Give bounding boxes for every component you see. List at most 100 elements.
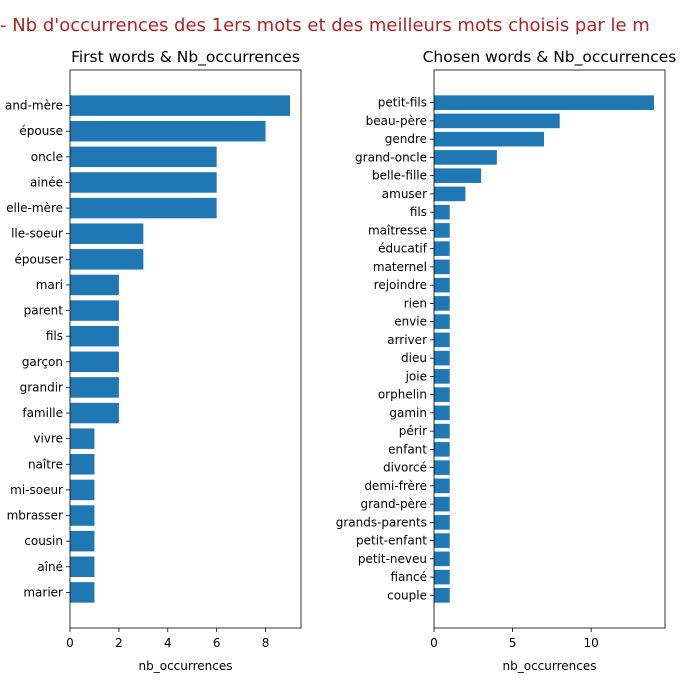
bar-15 — [70, 454, 95, 475]
y-tick-label-5: elle-mère — [6, 201, 63, 215]
bar-11 — [70, 351, 119, 373]
y-tick-label-4: ainée — [30, 175, 63, 189]
x-tick-label-3: 4 — [164, 636, 172, 650]
bar-2 — [434, 113, 560, 129]
bar-14 — [434, 332, 450, 348]
bar-3 — [70, 146, 217, 168]
bar-3 — [434, 131, 544, 147]
bar-13 — [70, 402, 119, 424]
bar-20 — [70, 582, 95, 603]
y-tick-label-18: gamin — [389, 406, 427, 420]
chart-title: First words & Nb_occurrences — [71, 48, 300, 67]
y-tick-label-3: oncle — [31, 150, 63, 164]
x-tick-label-3: 10 — [584, 636, 599, 650]
y-tick-label-25: petit-enfant — [356, 534, 427, 548]
bar-18 — [70, 530, 95, 552]
bar-21 — [434, 460, 450, 475]
bar-4 — [434, 150, 497, 165]
y-tick-label-13: famille — [22, 406, 63, 420]
y-tick-label-22: demi-frère — [364, 479, 427, 493]
y-tick-label-12: rien — [404, 296, 427, 310]
bar-2 — [70, 120, 266, 142]
bar-28 — [434, 588, 450, 603]
x-tick-label-4: 6 — [213, 636, 221, 650]
bar-12 — [70, 377, 119, 398]
y-tick-label-2: beau-père — [366, 114, 427, 128]
y-tick-label-7: épouser — [14, 252, 63, 266]
y-tick-label-20: enfant — [388, 442, 427, 456]
y-tick-label-14: arriver — [387, 333, 427, 347]
bar-27 — [434, 569, 450, 585]
y-tick-label-1: petit-fils — [378, 96, 427, 110]
y-tick-label-26: petit-neveu — [358, 552, 427, 566]
bar-1 — [70, 95, 290, 116]
bar-22 — [434, 478, 450, 494]
bar-7 — [70, 249, 144, 270]
y-tick-label-20: marier — [23, 585, 63, 599]
y-tick-label-11: rejoindre — [374, 278, 427, 292]
y-tick-label-3: gendre — [385, 132, 427, 146]
y-tick-label-23: grand-père — [360, 497, 427, 511]
bar-26 — [434, 551, 450, 567]
chart-2: petit-fils beau-père gendre grand-oncle bell… — [336, 48, 677, 673]
y-tick-label-5: belle-fille — [372, 169, 427, 183]
bar-9 — [70, 300, 119, 321]
y-tick-label-12: grandir — [20, 380, 63, 394]
y-tick-label-10: fils — [46, 329, 63, 343]
y-tick-label-10: maternel — [373, 260, 427, 274]
bar-6 — [70, 223, 144, 244]
y-tick-label-14: vivre — [33, 432, 63, 446]
y-tick-label-27: fiancé — [391, 570, 428, 584]
y-tick-label-19: aîné — [37, 560, 63, 574]
x-tick-label-2: 5 — [509, 636, 517, 650]
bar-6 — [434, 186, 466, 202]
y-tick-label-28: couple — [387, 588, 427, 602]
bar-9 — [434, 241, 450, 256]
y-tick-label-18: cousin — [24, 534, 63, 548]
bar-7 — [434, 204, 450, 220]
y-tick-label-6: lle-soeur — [11, 227, 63, 241]
x-axis-label: nb_occurrences — [503, 659, 597, 673]
bar-5 — [434, 168, 482, 183]
y-tick-label-17: orphelin — [378, 388, 427, 402]
bar-14 — [70, 428, 95, 449]
y-tick-label-21: divorcé — [383, 461, 427, 475]
bar-5 — [70, 197, 217, 219]
x-axis-label: nb_occurrences — [139, 659, 233, 673]
bar-18 — [434, 405, 450, 421]
bar-17 — [70, 505, 95, 526]
bar-8 — [70, 274, 119, 296]
bar-10 — [70, 325, 119, 347]
bar-8 — [434, 223, 450, 238]
bar-10 — [434, 259, 450, 275]
y-tick-label-1: and-mère — [5, 99, 63, 113]
y-tick-label-24: grands-parents — [336, 515, 427, 529]
bar-24 — [434, 515, 450, 530]
bar-12 — [434, 296, 450, 311]
bar-13 — [434, 314, 450, 329]
chart-title: Chosen words & Nb_occurrences — [423, 48, 677, 67]
x-tick-label-1: 0 — [66, 636, 74, 650]
axes-frame — [69, 69, 302, 629]
y-tick-label-8: maîtresse — [368, 223, 427, 237]
bar-19 — [70, 556, 95, 578]
bar-20 — [434, 442, 450, 457]
y-tick-label-2: épouse — [19, 124, 63, 138]
y-tick-label-9: éducatif — [378, 242, 428, 256]
bar-15 — [434, 350, 450, 366]
chart-1: and-mère épouse oncle ainée elle-mère lle-soe… — [5, 48, 302, 673]
y-tick-label-19: périr — [399, 424, 427, 438]
bar-17 — [434, 387, 450, 402]
y-tick-label-13: envie — [394, 315, 427, 329]
y-tick-label-6: amuser — [382, 187, 427, 201]
y-tick-label-8: mari — [36, 278, 63, 292]
y-tick-label-17: mbrasser — [7, 509, 63, 523]
bar-16 — [70, 479, 95, 501]
bar-1 — [434, 95, 654, 110]
y-tick-label-15: dieu — [401, 351, 427, 365]
y-tick-label-16: joie — [405, 369, 427, 383]
figure-suptitle: - Nb d'occurrences des 1ers mots et des … — [0, 15, 650, 36]
bar-4 — [70, 172, 217, 193]
x-tick-label-2: 2 — [115, 636, 123, 650]
